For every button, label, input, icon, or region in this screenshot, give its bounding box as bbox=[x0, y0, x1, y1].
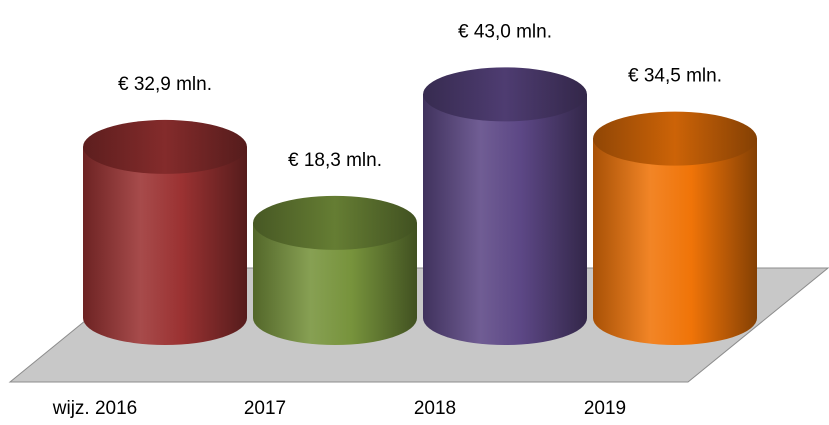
cylinder-body bbox=[593, 138, 757, 345]
x-tick-label: wijz. 2016 bbox=[52, 398, 138, 419]
x-tick-label: 2017 bbox=[244, 398, 286, 419]
x-tick-label: 2019 bbox=[584, 398, 626, 419]
cylinder-top bbox=[593, 111, 757, 166]
cylinder bbox=[83, 119, 247, 345]
cylinder-top bbox=[83, 119, 247, 174]
cylinder-body bbox=[253, 222, 417, 345]
cylinder bbox=[423, 67, 587, 346]
value-label: € 43,0 mln. bbox=[458, 21, 552, 42]
cylinder bbox=[253, 195, 417, 345]
cylinder bbox=[593, 111, 757, 345]
value-label: € 18,3 mln. bbox=[288, 150, 382, 171]
value-label: € 32,9 mln. bbox=[118, 74, 212, 95]
cylinder-top bbox=[423, 67, 587, 122]
x-tick-label: 2018 bbox=[414, 398, 456, 419]
cylinder-body bbox=[423, 94, 587, 346]
cylinder-body bbox=[83, 146, 247, 345]
value-label: € 34,5 mln. bbox=[628, 66, 722, 87]
cylinder-top bbox=[253, 195, 417, 250]
